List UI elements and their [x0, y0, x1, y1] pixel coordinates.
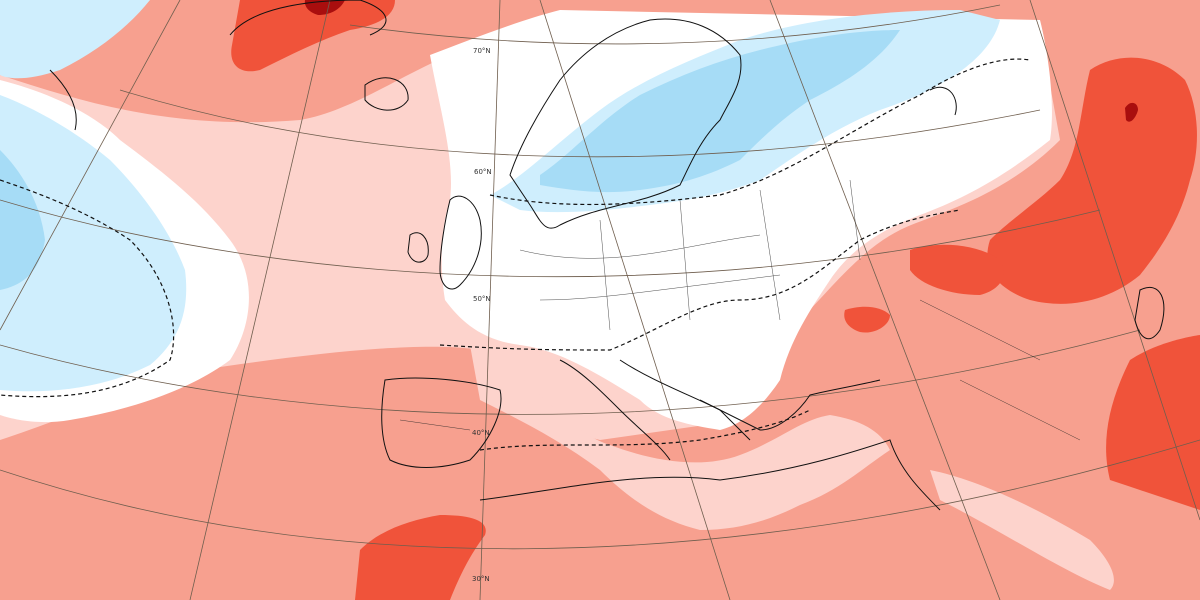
cold-pool-arctic: [0, 0, 150, 79]
warm-core-russia: [987, 57, 1197, 304]
warm-core-sahara: [355, 515, 486, 600]
zero-contour: [0, 58, 1031, 451]
lat-label-70: 70°N: [473, 47, 491, 55]
country-borders: [399, 179, 1081, 441]
latitude-labels: 70°N 60°N 50°N 40°N 30°N: [472, 47, 492, 583]
warm-core-iran: [1106, 335, 1200, 510]
warm-extreme-greenland: [304, 0, 345, 15]
light-warm-band-red-sea: [930, 470, 1114, 590]
cold-pool-scandinavia-core: [540, 30, 900, 193]
warm-core-anatolia: [844, 306, 890, 333]
cold-pool-atlantic-core: [0, 150, 45, 290]
warm-core-greenland: [231, 0, 395, 72]
neutral-zone-europe: [430, 10, 1052, 430]
warm-core-caspian: [910, 244, 1004, 295]
lat-label-40: 40°N: [472, 429, 490, 437]
cold-pool-atlantic: [0, 95, 187, 392]
coastlines: [49, 0, 1165, 511]
warm-extreme-russia: [1125, 102, 1138, 122]
light-warm-band-med: [470, 345, 890, 530]
lat-label-30: 30°N: [472, 575, 490, 583]
lat-label-50: 50°N: [473, 295, 491, 303]
lat-label-60: 60°N: [474, 168, 492, 176]
